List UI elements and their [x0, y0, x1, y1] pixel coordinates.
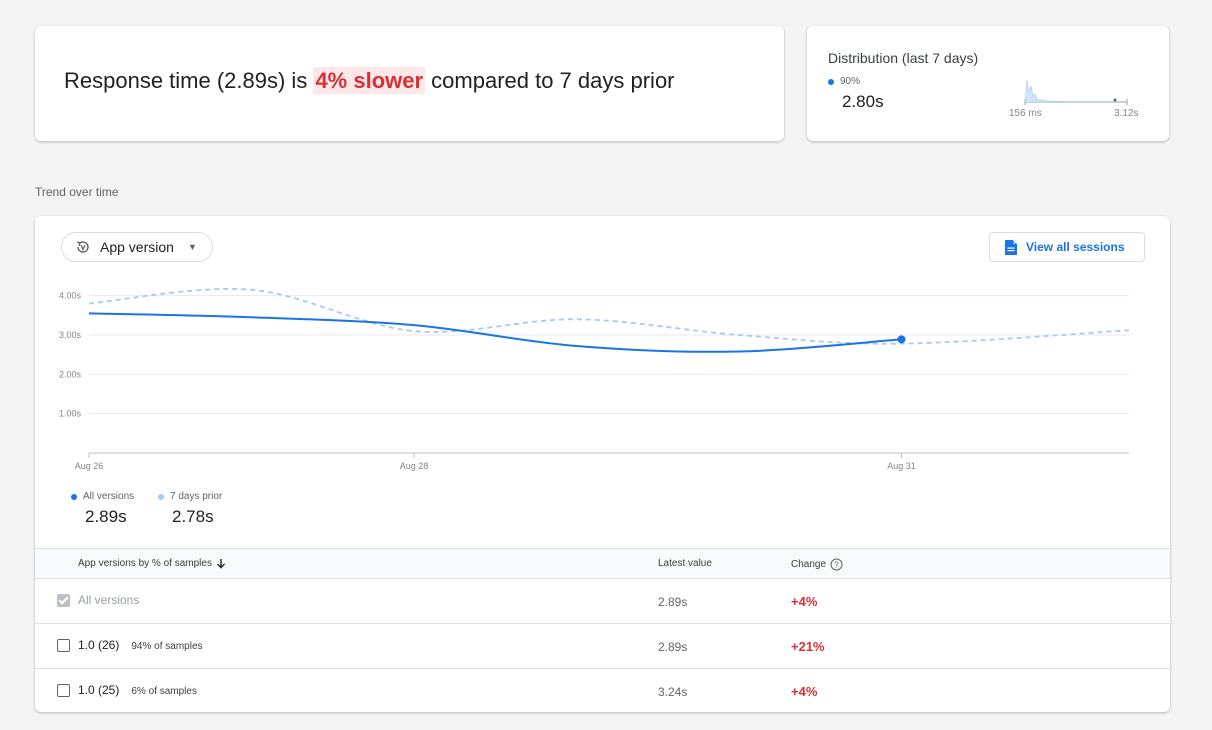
- chevron-down-icon: ▼: [187, 242, 197, 252]
- row-label: 1.0 (25) 6% of samples: [78, 683, 197, 697]
- col-latest-header: Latest value: [658, 558, 712, 569]
- col-change-label: Change: [791, 559, 827, 570]
- x-tick-label: Aug 28: [400, 461, 429, 471]
- version-history-icon: [76, 241, 89, 253]
- latest-point-marker: [897, 335, 906, 344]
- summary-suffix: compared to 7 days prior: [425, 68, 675, 93]
- help-icon[interactable]: ?: [830, 558, 843, 571]
- row-change-value: +4%: [791, 594, 818, 609]
- summary-card: Response time (2.89s) is 4% slower compa…: [35, 26, 784, 141]
- legend-dot-icon: [158, 493, 164, 500]
- row-change-value: +21%: [791, 639, 825, 654]
- table-row[interactable]: 1.0 (25) 6% of samples 3.24s +4%: [35, 669, 1170, 712]
- view-all-sessions-label: View all sessions: [1026, 240, 1125, 254]
- row-checkbox[interactable]: [57, 639, 70, 652]
- legend-item: 7 days prior 2.78s: [158, 491, 222, 527]
- versions-table: App versions by % of samples Latest valu…: [35, 548, 1170, 712]
- view-all-sessions-button[interactable]: View all sessions: [989, 232, 1145, 262]
- row-change-value: +4%: [791, 684, 818, 699]
- col-version-header[interactable]: App versions by % of samples: [78, 558, 226, 569]
- legend-dot-icon: [828, 78, 834, 85]
- distribution-title: Distribution (last 7 days): [828, 50, 979, 66]
- trend-card: App version ▼ View all sessions 4.00s 3.0…: [35, 216, 1170, 712]
- histogram-p90-marker: [1113, 98, 1117, 102]
- row-checkbox[interactable]: [57, 594, 70, 607]
- x-tick-label: Aug 31: [887, 461, 916, 471]
- row-latest-value: 3.24s: [658, 685, 688, 699]
- app-version-label: App version: [100, 239, 174, 255]
- row-latest-value: 2.89s: [658, 595, 688, 609]
- series-line-7-days-prior: [88, 288, 1130, 345]
- svg-text:?: ?: [834, 561, 839, 570]
- row-checkbox[interactable]: [57, 684, 70, 697]
- table-header: App versions by % of samples Latest valu…: [35, 548, 1170, 579]
- y-tick-label: 4.00s: [59, 291, 82, 301]
- chart-grid: [89, 295, 1129, 415]
- col-latest-label: Latest value: [658, 558, 712, 569]
- legend-dot-icon: [71, 493, 77, 500]
- summary-highlight: 4% slower: [313, 67, 426, 94]
- distribution-axis-min: 156 ms: [1009, 108, 1042, 119]
- legend-value: 2.78s: [172, 507, 214, 526]
- summary-text: Response time (2.89s) is 4% slower compa…: [64, 67, 675, 94]
- row-label: 1.0 (26) 94% of samples: [78, 638, 203, 652]
- y-tick-label: 3.00s: [59, 330, 82, 340]
- row-latest-value: 2.89s: [658, 640, 688, 654]
- legend-name: All versions: [71, 491, 134, 502]
- y-tick-label: 1.00s: [59, 409, 82, 419]
- y-axis-labels: 4.00s 3.00s 2.00s 1.00s: [59, 291, 82, 419]
- histogram-area: [1024, 79, 1128, 103]
- document-icon: [1005, 239, 1017, 255]
- col-version-label: App versions by % of samples: [78, 558, 212, 569]
- distribution-value: 2.80s: [842, 92, 884, 111]
- distribution-percentile-label: 90%: [840, 76, 861, 87]
- row-sample-share: 6% of samples: [131, 686, 197, 697]
- x-axis: Aug 26 Aug 28 Aug 31: [75, 452, 1129, 471]
- table-row[interactable]: All versions 2.89s +4%: [35, 579, 1170, 624]
- y-tick-label: 2.00s: [59, 369, 82, 379]
- sort-arrow-down-icon: [216, 559, 225, 569]
- x-tick-label: Aug 26: [75, 461, 104, 471]
- row-version-name: All versions: [78, 593, 140, 607]
- table-body: All versions 2.89s +4% 1.0 (26) 94% of sampl…: [35, 579, 1170, 712]
- table-row[interactable]: 1.0 (26) 94% of samples 2.89s +21%: [35, 624, 1170, 669]
- trend-heading: Trend over time: [35, 185, 119, 199]
- row-version-name: 1.0 (25): [78, 683, 120, 697]
- legend-name: 7 days prior: [158, 491, 222, 502]
- app-version-dropdown[interactable]: App version ▼: [61, 232, 213, 262]
- col-change-header: Change ?: [791, 558, 843, 571]
- trend-chart: 4.00s 3.00s 2.00s 1.00s Aug 26 Aug 28 Aug 31: [59, 288, 1130, 471]
- legend-item: All versions 2.89s: [71, 491, 134, 527]
- summary-prefix: Response time (2.89s) is: [64, 68, 314, 93]
- row-sample-share: 94% of samples: [131, 641, 203, 652]
- legend-value: 2.89s: [85, 507, 127, 526]
- series-line-all-versions: [88, 312, 902, 353]
- distribution-card[interactable]: Distribution (last 7 days) 90% 2.80s 156…: [807, 26, 1169, 141]
- row-label: All versions: [78, 593, 139, 607]
- distribution-percentile: 90%: [828, 76, 860, 87]
- row-version-name: 1.0 (26): [78, 638, 120, 652]
- distribution-histogram: [1024, 79, 1128, 105]
- chart-series: [88, 288, 1130, 353]
- legend-name-label: All versions: [83, 491, 135, 502]
- distribution-axis-max: 3.12s: [1114, 108, 1139, 119]
- legend-name-label: 7 days prior: [170, 491, 223, 502]
